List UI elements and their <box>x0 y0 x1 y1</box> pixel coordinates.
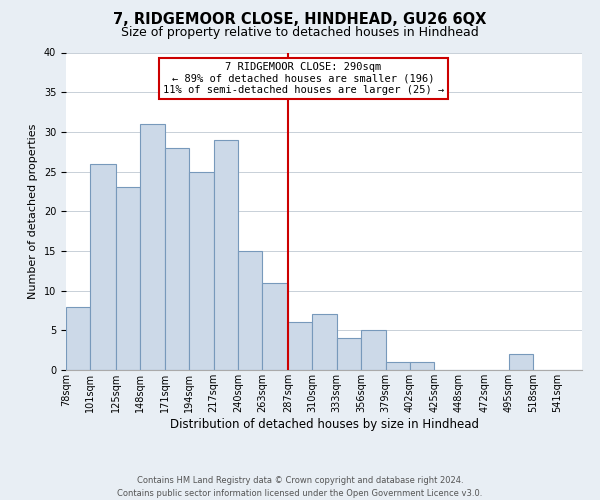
Bar <box>262 282 288 370</box>
Bar <box>214 140 238 370</box>
Text: Size of property relative to detached houses in Hindhead: Size of property relative to detached ho… <box>121 26 479 39</box>
X-axis label: Distribution of detached houses by size in Hindhead: Distribution of detached houses by size … <box>170 418 479 430</box>
Bar <box>165 148 189 370</box>
Bar <box>238 251 262 370</box>
Bar <box>361 330 386 370</box>
Bar <box>410 362 434 370</box>
Text: 7, RIDGEMOOR CLOSE, HINDHEAD, GU26 6QX: 7, RIDGEMOOR CLOSE, HINDHEAD, GU26 6QX <box>113 12 487 28</box>
Bar <box>91 164 116 370</box>
Bar <box>337 338 361 370</box>
Y-axis label: Number of detached properties: Number of detached properties <box>28 124 38 299</box>
Bar <box>386 362 410 370</box>
Text: Contains HM Land Registry data © Crown copyright and database right 2024.
Contai: Contains HM Land Registry data © Crown c… <box>118 476 482 498</box>
Bar <box>189 172 214 370</box>
Bar <box>66 306 91 370</box>
Bar <box>116 188 140 370</box>
Bar <box>313 314 337 370</box>
Text: 7 RIDGEMOOR CLOSE: 290sqm
← 89% of detached houses are smaller (196)
11% of semi: 7 RIDGEMOOR CLOSE: 290sqm ← 89% of detac… <box>163 62 444 95</box>
Bar <box>288 322 313 370</box>
Bar <box>509 354 533 370</box>
Bar <box>140 124 165 370</box>
